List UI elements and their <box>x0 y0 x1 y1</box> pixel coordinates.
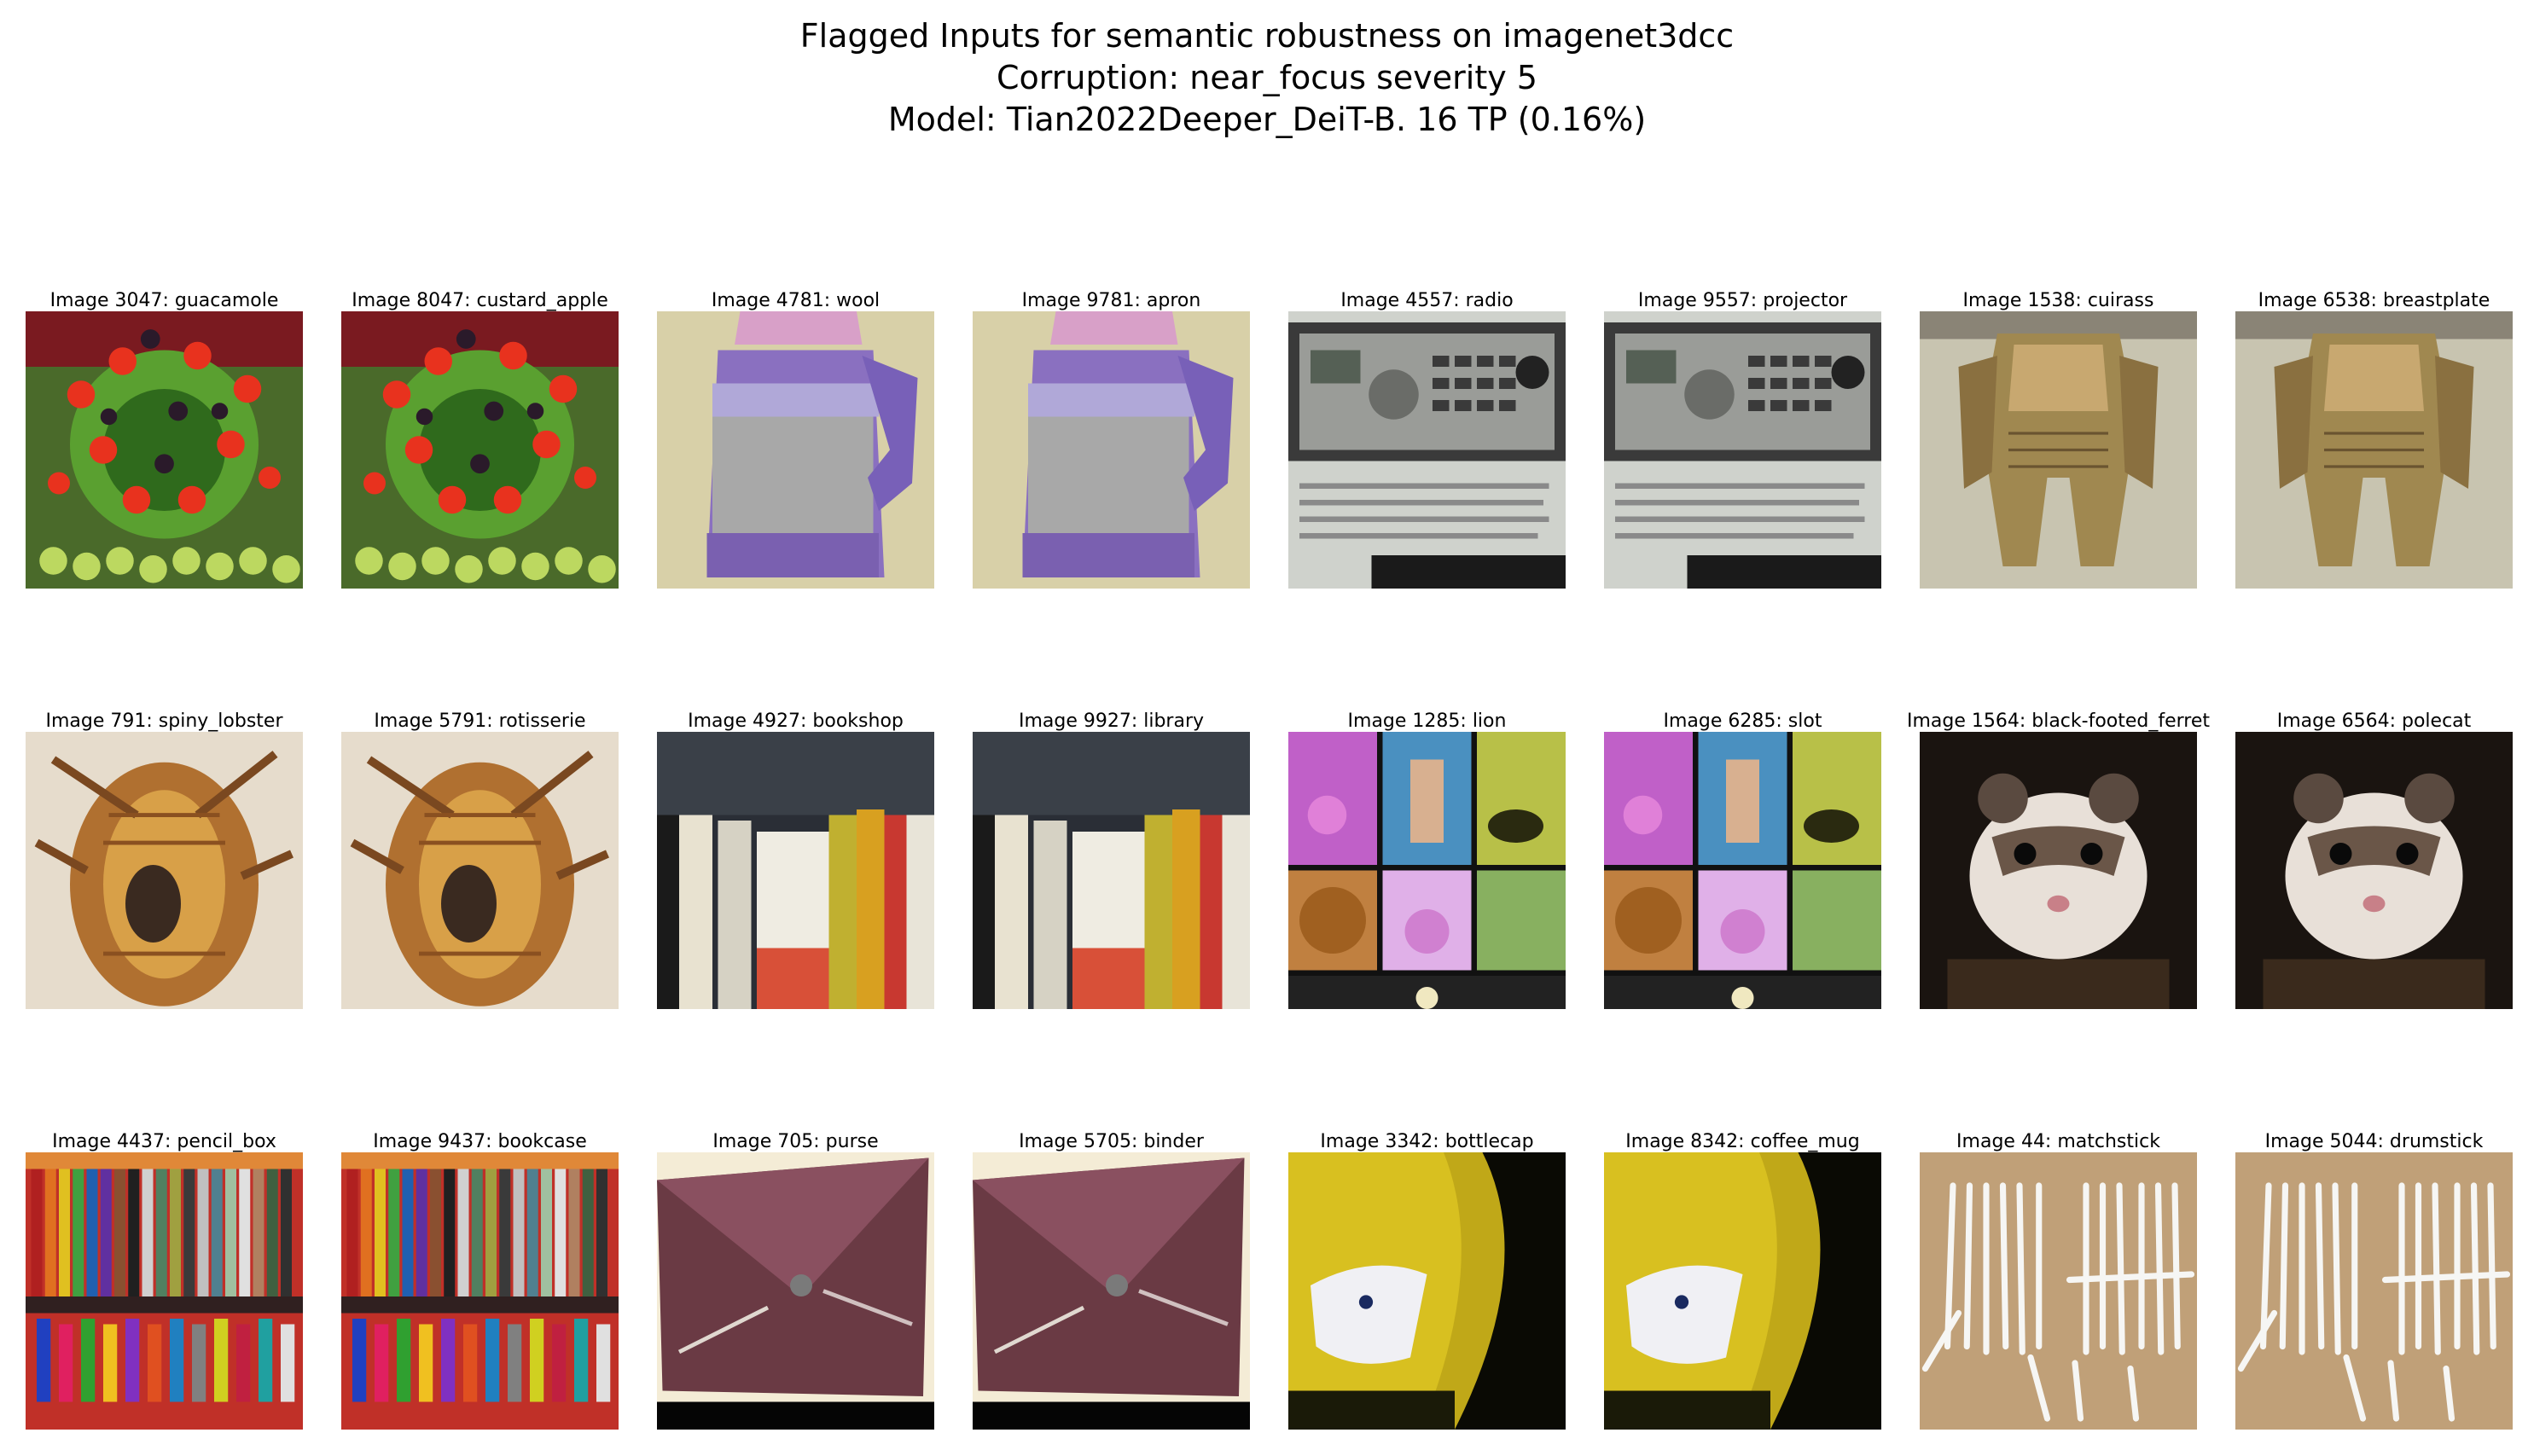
thumbnail-pencils <box>341 1152 619 1430</box>
thumbnail-image <box>1920 1152 2197 1430</box>
title-line-1: Flagged Inputs for semantic robustness o… <box>799 17 1735 55</box>
thumbnail-image <box>1288 1152 1566 1430</box>
thumbnail-bottlecap <box>1288 1152 1566 1430</box>
thumbnail-image <box>1920 732 2197 1009</box>
image-caption: Image 3047: guacamole <box>49 290 279 311</box>
thumbnail-purse <box>973 1152 1250 1430</box>
thumbnail-image <box>973 732 1250 1009</box>
image-caption: Image 9781: apron <box>1021 290 1201 311</box>
image-caption: Image 5705: binder <box>1019 1131 1204 1152</box>
thumbnail-books <box>657 732 934 1009</box>
image-caption: Image 4557: radio <box>1340 290 1514 311</box>
title-line-3: Model: Tian2022Deeper_DeiT-B. 16 TP (0.1… <box>887 101 1647 138</box>
thumbnail-sweater <box>973 311 1250 589</box>
thumbnail-fruit <box>26 311 303 589</box>
image-caption: Image 1285: lion <box>1347 711 1507 732</box>
thumbnail-image <box>2235 1152 2513 1430</box>
image-caption: Image 44: matchstick <box>1956 1131 2160 1152</box>
image-caption: Image 791: spiny_lobster <box>45 711 283 732</box>
thumbnail-matches <box>2235 1152 2513 1430</box>
thumbnail-collage <box>1288 732 1566 1009</box>
thumbnail-image <box>1288 311 1566 589</box>
image-caption: Image 9437: bookcase <box>373 1131 587 1152</box>
thumbnail-image <box>341 1152 619 1430</box>
thumbnail-image <box>1288 732 1566 1009</box>
thumbnail-image <box>2235 732 2513 1009</box>
image-caption: Image 8047: custard_apple <box>352 290 608 311</box>
image-caption: Image 5044: drumstick <box>2264 1131 2484 1152</box>
image-caption: Image 4437: pencil_box <box>52 1131 276 1152</box>
thumbnail-image <box>341 732 619 1009</box>
thumbnail-image <box>26 732 303 1009</box>
thumbnail-image <box>657 311 934 589</box>
thumbnail-ferret <box>1920 732 2197 1009</box>
image-caption: Image 705: purse <box>712 1131 879 1152</box>
thumbnail-image <box>1604 1152 1881 1430</box>
thumbnail-radio <box>1288 311 1566 589</box>
image-caption: Image 6538: breastplate <box>2258 290 2490 311</box>
thumbnail-radio <box>1604 311 1881 589</box>
thumbnail-books <box>973 732 1250 1009</box>
thumbnail-sweater <box>657 311 934 589</box>
thumbnail-image <box>1604 311 1881 589</box>
thumbnail-image <box>1604 732 1881 1009</box>
thumbnail-bottlecap <box>1604 1152 1881 1430</box>
image-caption: Image 6564: polecat <box>2276 711 2472 732</box>
thumbnail-image <box>657 1152 934 1430</box>
thumbnail-image <box>1920 311 2197 589</box>
thumbnail-ferret <box>2235 732 2513 1009</box>
thumbnail-fruit <box>341 311 619 589</box>
image-caption: Image 4781: wool <box>711 290 881 311</box>
thumbnail-collage <box>1604 732 1881 1009</box>
thumbnail-image <box>973 1152 1250 1430</box>
image-caption: Image 8342: coffee_mug <box>1625 1131 1860 1152</box>
thumbnail-image <box>26 1152 303 1430</box>
thumbnail-pencils <box>26 1152 303 1430</box>
image-caption: Image 3342: bottlecap <box>1320 1131 1534 1152</box>
image-caption: Image 9927: library <box>1018 711 1205 732</box>
thumbnail-image <box>341 311 619 589</box>
thumbnail-armor <box>1920 311 2197 589</box>
thumbnail-purse <box>657 1152 934 1430</box>
thumbnail-image <box>657 732 934 1009</box>
image-caption: Image 1564: black-footed_ferret <box>1906 711 2211 732</box>
figure-title: Flagged Inputs for semantic robustness o… <box>0 15 2534 141</box>
thumbnail-armor <box>2235 311 2513 589</box>
thumbnail-lobster <box>26 732 303 1009</box>
thumbnail-image <box>2235 311 2513 589</box>
thumbnail-image <box>973 311 1250 589</box>
image-caption: Image 1538: cuirass <box>1962 290 2154 311</box>
thumbnail-lobster <box>341 732 619 1009</box>
title-line-2: Corruption: near_focus severity 5 <box>997 59 1537 96</box>
image-caption: Image 5791: rotisserie <box>374 711 586 732</box>
image-caption: Image 4927: bookshop <box>688 711 904 732</box>
image-caption: Image 9557: projector <box>1637 290 1848 311</box>
image-caption: Image 6285: slot <box>1663 711 1822 732</box>
thumbnail-image <box>26 311 303 589</box>
thumbnail-matches <box>1920 1152 2197 1430</box>
